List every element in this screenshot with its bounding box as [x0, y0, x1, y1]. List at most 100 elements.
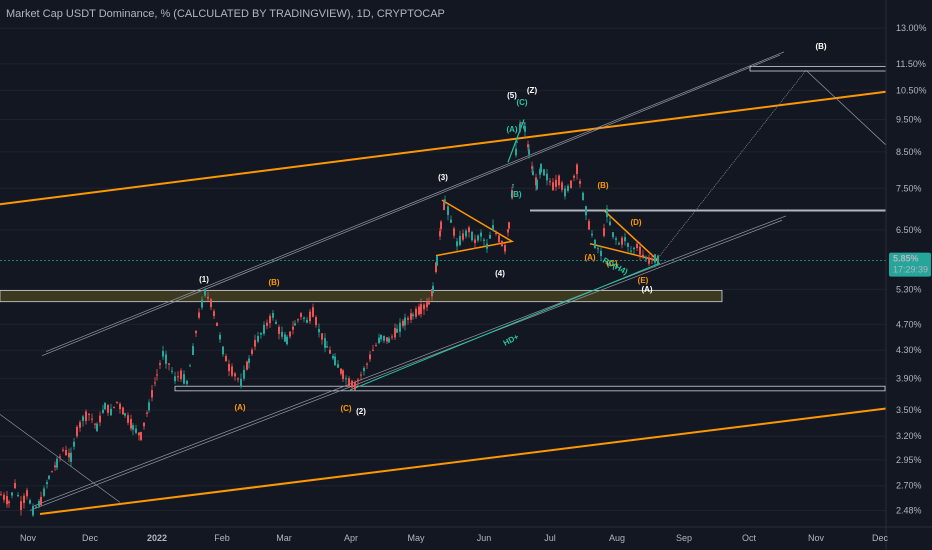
candle-body: [68, 452, 70, 458]
candle-body: [260, 332, 262, 335]
candle-body: [294, 323, 296, 326]
y-tick-label: 3.20%: [896, 431, 922, 441]
candle-body: [76, 426, 78, 437]
candle-body: [508, 222, 510, 229]
candle-body: [515, 148, 517, 156]
y-tick-label: 2.95%: [896, 455, 922, 465]
candle-body: [594, 239, 596, 249]
candle-body: [278, 326, 280, 334]
candle-body: [407, 318, 409, 320]
y-tick-label: 8.50%: [896, 147, 922, 157]
candle-body: [257, 335, 259, 342]
candle-body: [348, 378, 350, 387]
candle-body: [165, 354, 167, 364]
candle-body: [204, 289, 206, 296]
candle-body: [588, 221, 590, 230]
candle-body: [486, 243, 488, 249]
candle-body: [269, 315, 271, 324]
wave-label-orange-c1: (C): [340, 404, 351, 413]
candle-body: [378, 337, 380, 344]
candle-body: [645, 257, 647, 260]
candle-body: [228, 363, 230, 372]
candle-body: [38, 501, 40, 507]
candle-body: [495, 232, 497, 234]
candle-body: [3, 494, 5, 500]
candle-body: [248, 358, 250, 363]
candle-body: [210, 299, 212, 308]
candle-body: [462, 233, 464, 240]
candle-body: [119, 403, 121, 410]
projection-down[interactable]: [805, 69, 887, 146]
candle-body: [351, 380, 353, 388]
support-zone-box[interactable]: [0, 290, 723, 303]
candle-body: [363, 367, 365, 372]
candle-body: [340, 368, 342, 374]
candle-body: [148, 402, 150, 411]
candle-body: [180, 370, 182, 380]
wave-label-1: (1): [199, 275, 209, 284]
candle-body: [96, 423, 98, 432]
candle-body: [399, 322, 401, 332]
candle-body: [546, 173, 548, 181]
candle-body: [85, 411, 87, 422]
candle-body: [207, 296, 209, 299]
support-band-lower[interactable]: [174, 385, 886, 392]
hd-trend-line[interactable]: [349, 262, 661, 391]
candle-body: [122, 407, 124, 415]
candle-body: [606, 208, 608, 217]
candle-body: [272, 312, 274, 318]
candle-body: [564, 188, 566, 197]
candle-body: [201, 299, 203, 308]
upper-channel-line-b[interactable]: [45, 51, 785, 352]
candle-body: [59, 456, 61, 458]
candle-body: [104, 403, 106, 410]
candle-body: [404, 317, 406, 326]
orange-channel-bottom[interactable]: [39, 407, 887, 515]
orange-channel-top[interactable]: [0, 90, 887, 206]
candle-body: [20, 501, 22, 510]
candle-body: [453, 228, 455, 236]
triangle-wave4[interactable]: [435, 199, 515, 257]
candle-body: [369, 354, 371, 360]
target-band-top[interactable]: [749, 65, 887, 72]
candle-body: [222, 346, 224, 355]
lower-channel-line-a[interactable]: [29, 219, 783, 511]
candle-body: [579, 181, 581, 184]
candle-body: [576, 164, 578, 175]
candle-body: [300, 313, 302, 317]
candle-body: [177, 376, 179, 378]
candle-body: [195, 331, 197, 334]
wave-label-orange-e: (E): [638, 276, 649, 285]
candle-body: [600, 250, 602, 256]
candle-body: [168, 363, 170, 365]
candle-body: [415, 308, 417, 317]
candle-body: [306, 319, 308, 323]
candle-body: [23, 495, 25, 504]
candle-body: [357, 379, 359, 382]
candle-body: [474, 239, 476, 244]
candle-body: [216, 322, 218, 326]
y-tick-label: 9.50%: [896, 114, 922, 124]
candle-body: [375, 345, 377, 347]
teal-wave-line[interactable]: [507, 119, 525, 163]
candle-body: [312, 307, 314, 317]
candle-body: [527, 144, 529, 148]
candle-body: [286, 336, 288, 345]
candle-body: [337, 364, 339, 368]
candle-body: [8, 501, 10, 504]
candle-body: [225, 356, 227, 362]
upper-channel-line-a[interactable]: [41, 54, 781, 357]
projection-up[interactable]: [655, 70, 807, 261]
candle-body: [418, 306, 420, 315]
candle-body: [642, 254, 644, 257]
candle-body: [439, 231, 441, 237]
wave-label-teal-c: (C): [516, 98, 527, 107]
candle-body: [73, 441, 75, 447]
candle-body: [43, 488, 45, 496]
candle-body: [146, 412, 148, 414]
lower-channel-line-b[interactable]: [33, 215, 787, 507]
candle-body: [394, 328, 396, 338]
candle-body: [531, 166, 533, 169]
